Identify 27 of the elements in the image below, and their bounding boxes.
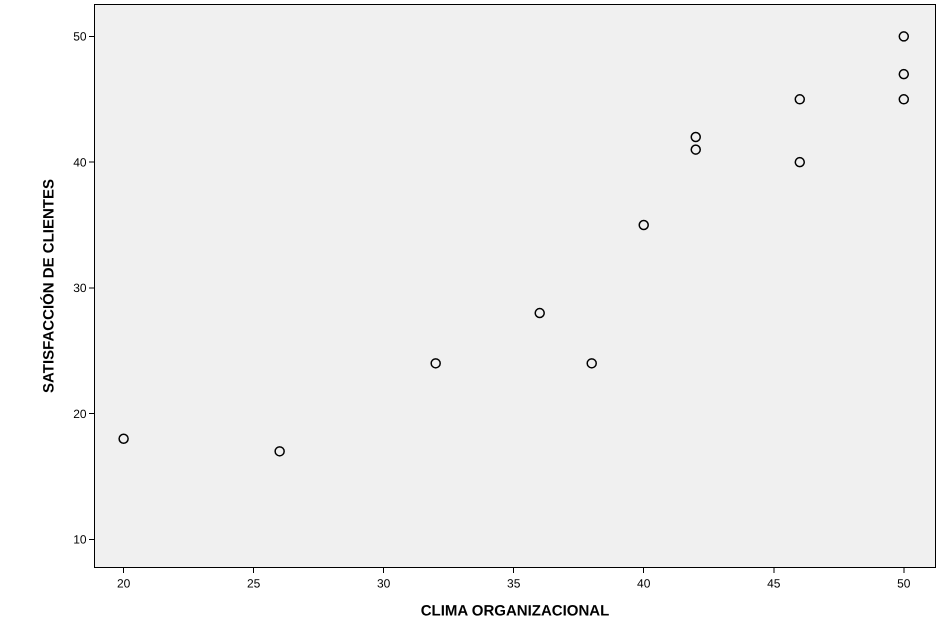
point — [638, 220, 649, 230]
y-tick-label: 20 — [73, 406, 87, 421]
x-tick-label: 40 — [637, 576, 651, 590]
x-tick-label: 25 — [246, 576, 261, 590]
y-axis-title: SATISFACCIÓN DE CLIENTES — [39, 179, 58, 393]
point — [690, 144, 701, 155]
point — [586, 358, 597, 369]
x-tick-label: 30 — [376, 576, 391, 590]
x-tick-label: 35 — [507, 576, 521, 590]
point — [898, 68, 910, 80]
point — [118, 434, 129, 444]
point — [690, 132, 701, 142]
x-tick-label: 45 — [767, 576, 781, 590]
y-tick-label: 10 — [73, 532, 87, 547]
y-tick-label: 40 — [73, 155, 87, 170]
point — [794, 156, 806, 168]
point — [534, 308, 545, 318]
point — [898, 31, 910, 42]
point — [430, 358, 441, 369]
point — [794, 94, 806, 105]
y-tick-label: 50 — [73, 30, 87, 44]
point — [274, 446, 285, 457]
x-tick-label: 50 — [897, 576, 911, 590]
y-tick-label: 30 — [73, 281, 87, 296]
point — [898, 94, 910, 105]
x-tick-label: 20 — [116, 576, 131, 590]
x-axis-title: CLIMA ORGANIZACIONAL — [420, 602, 610, 620]
